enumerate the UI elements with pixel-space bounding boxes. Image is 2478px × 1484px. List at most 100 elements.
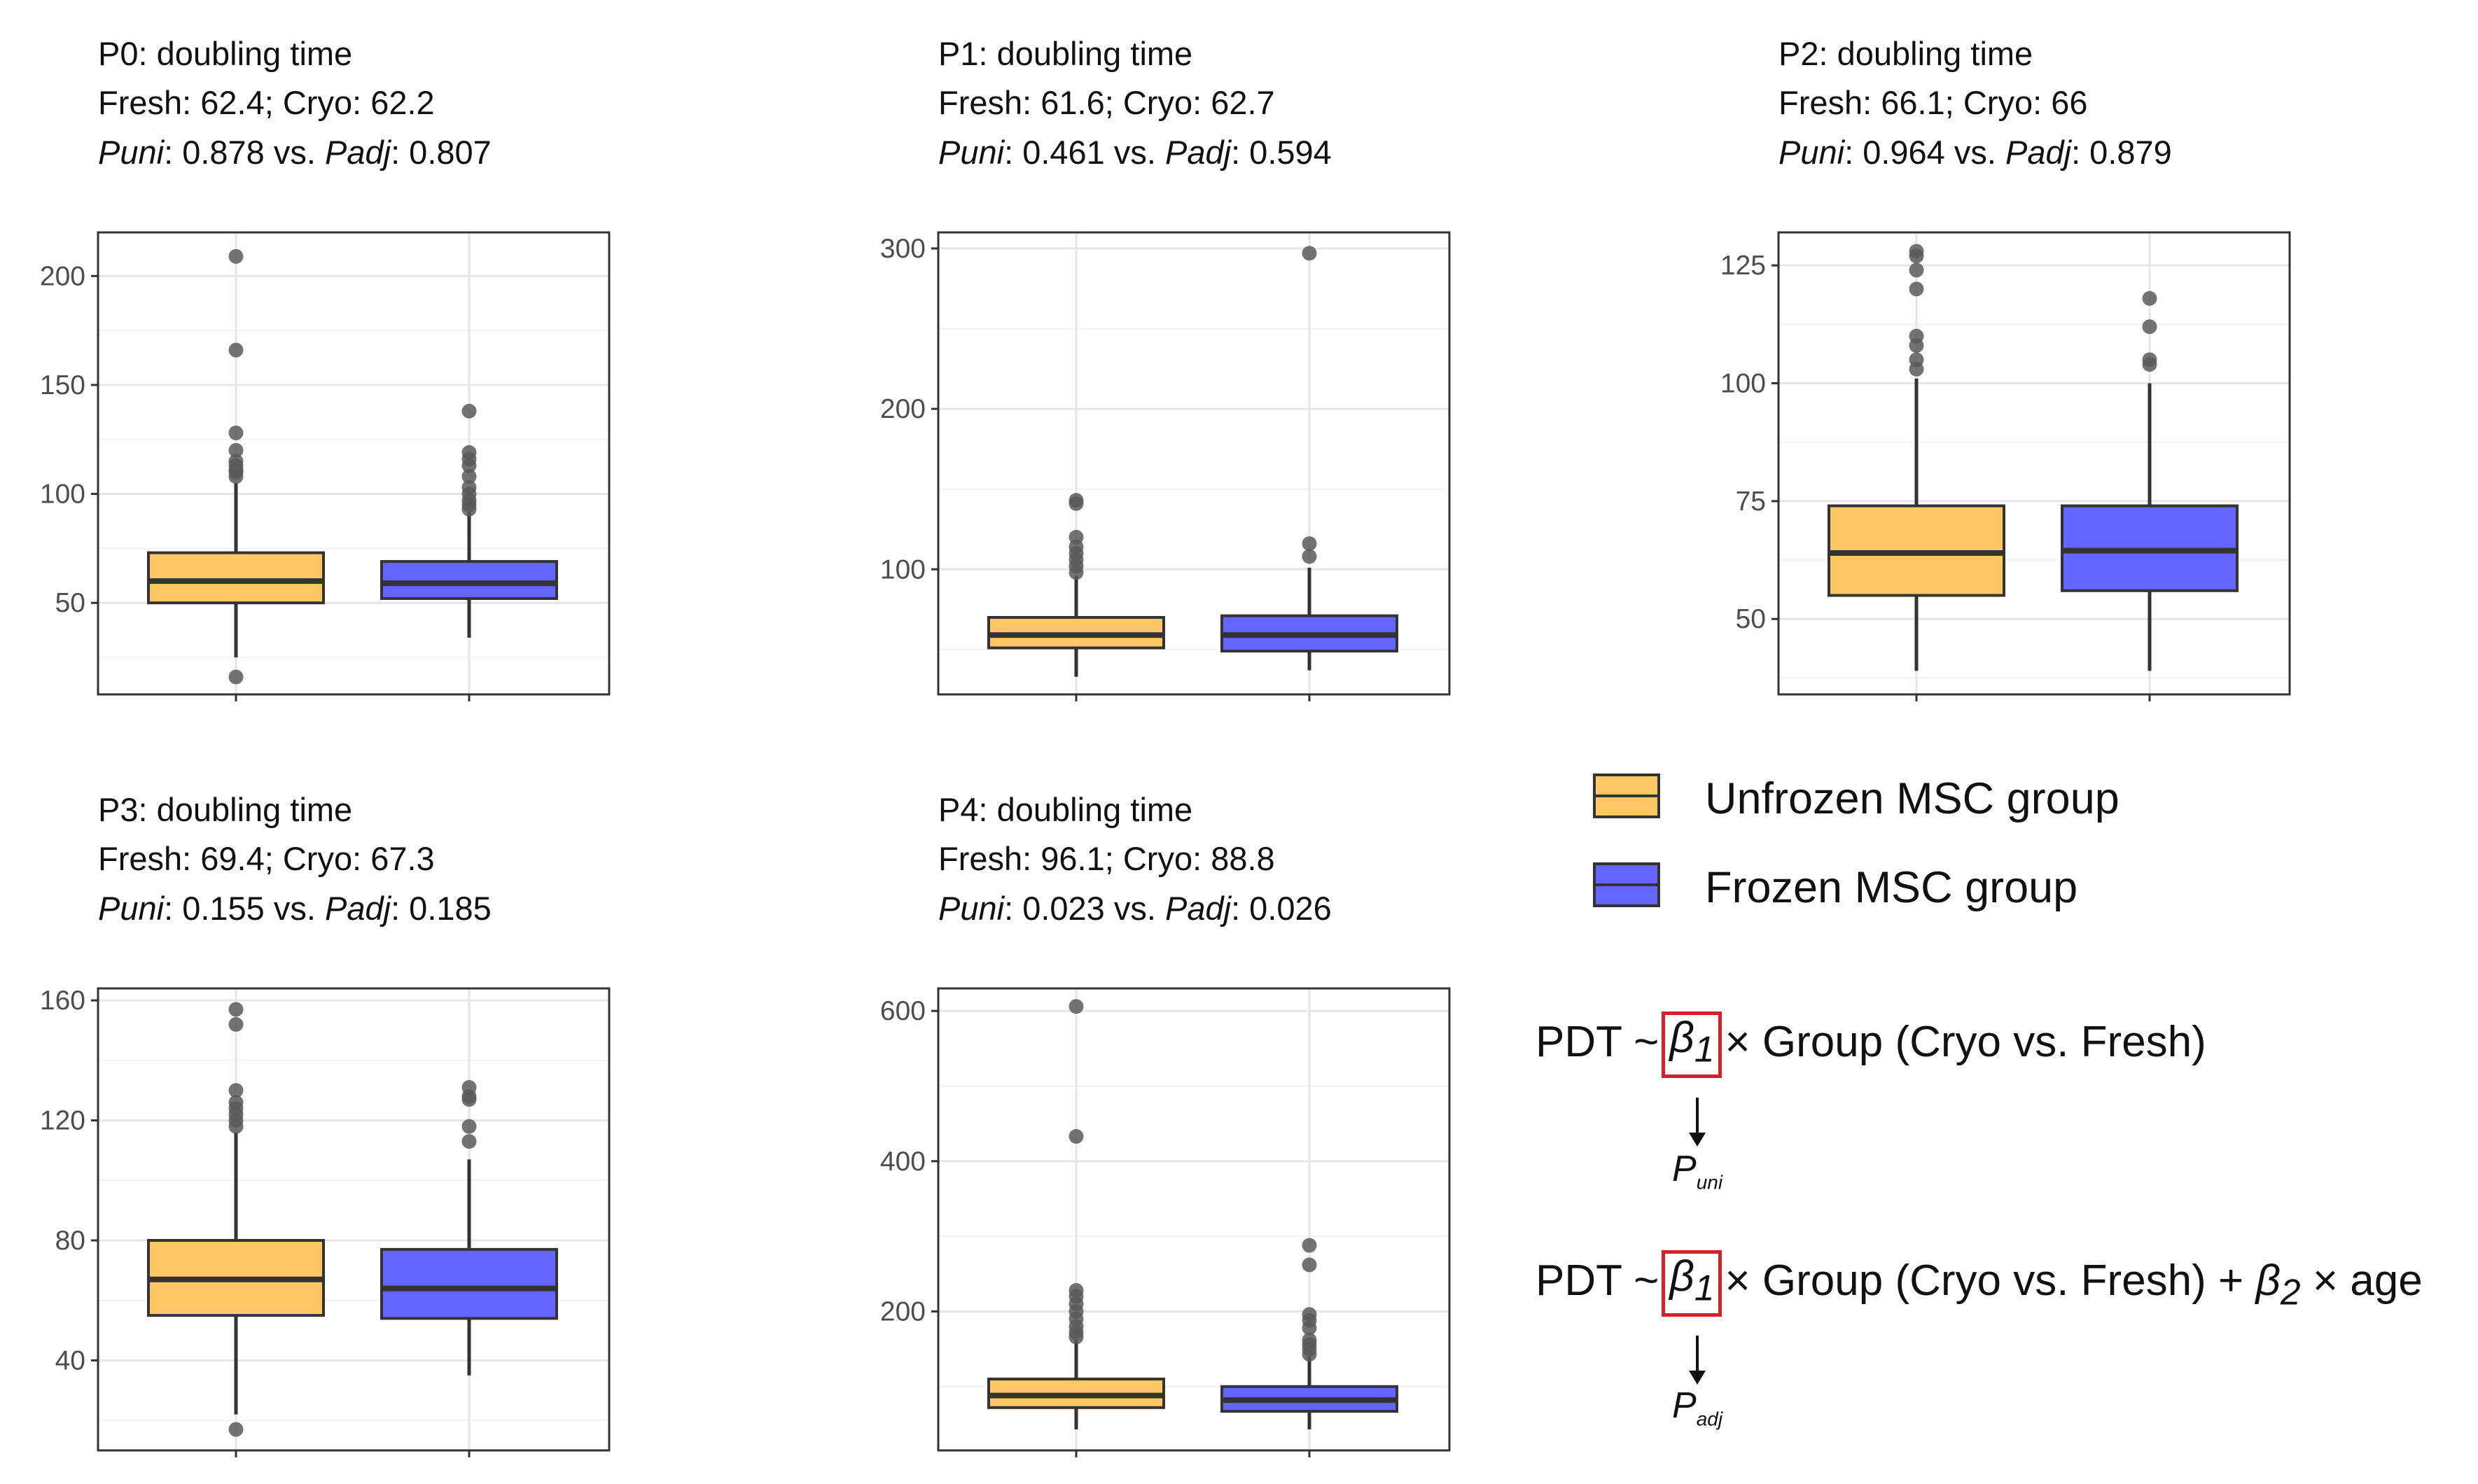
legend-label: Frozen MSC group <box>1705 863 2078 912</box>
plot-background <box>1779 232 2290 694</box>
beta2-subscript: 2 <box>2280 1271 2301 1312</box>
plot-background <box>98 232 609 694</box>
legend-label: Unfrozen MSC group <box>1705 774 2119 823</box>
beta1-highlight-box: β1 <box>1662 1250 1722 1317</box>
outlier-point <box>1069 1282 1084 1298</box>
p-adj-value: : 0.594 <box>1231 134 1332 171</box>
formula-adj: PDT ~ β1 × Group (Cryo vs. Fresh) + β2 × a… <box>1536 1250 2423 1317</box>
p-uni-value: : 0.155 vs. <box>164 890 325 927</box>
panel-p3: P3: doubling time Fresh: 69.4; Cryo: 67.… <box>0 791 630 1457</box>
p-adj-label: Padj <box>1164 890 1232 927</box>
p-uni-label: Puni <box>938 134 1005 171</box>
outlier-point <box>2142 290 2157 306</box>
outlier-point <box>1302 549 1317 564</box>
panel-pvalues: Puni: 0.023 vs. Padj: 0.026 <box>938 890 1332 927</box>
formula-lhs: PDT ~ <box>1536 1018 1659 1067</box>
panel-pvalues: Puni: 0.964 vs. Padj: 0.879 <box>1779 134 2172 172</box>
outlier-point <box>1302 246 1317 261</box>
y-tick-label: 100 <box>1720 369 1766 399</box>
p-uni-label: Puni <box>938 890 1005 927</box>
panel-title: P1: doubling time <box>938 35 1193 72</box>
outlier-point <box>1909 352 1924 368</box>
y-tick-label: 160 <box>40 986 85 1016</box>
y-tick-label: 150 <box>40 370 85 400</box>
plot-background <box>938 988 1449 1450</box>
y-tick-label: 50 <box>55 588 85 618</box>
outlier-point <box>1302 1307 1317 1322</box>
beta1-highlight-box: β1 <box>1662 1011 1722 1079</box>
plot-frame <box>97 987 611 1452</box>
p-adj-label: Padj <box>2005 134 2072 171</box>
panel-title: P4: doubling time <box>938 791 1193 828</box>
outlier-point <box>1909 244 1924 259</box>
plot-frame <box>1777 231 2291 696</box>
boxplot-p0: 50 100 150 200 <box>40 231 611 701</box>
panel-p4: P4: doubling time Fresh: 96.1; Cryo: 88.… <box>840 791 1470 1457</box>
panel-means: Fresh: 62.4; Cryo: 62.2 <box>98 84 435 121</box>
formula-lhs: PDT ~ <box>1536 1256 1659 1306</box>
outlier-point <box>1909 281 1924 297</box>
panel-p2: P2: doubling time Fresh: 66.1; Cryo: 66 … <box>1680 35 2311 701</box>
legend-swatch-frozen <box>1593 862 1660 907</box>
outlier-point <box>228 425 244 440</box>
arrow-down-icon <box>1689 1336 1706 1385</box>
p-adj-label: Padj <box>324 890 391 927</box>
plot-frame <box>97 231 611 696</box>
p-adj-value: : 0.879 <box>2071 134 2172 171</box>
plot-background <box>98 988 609 1450</box>
outlier-point <box>228 1095 244 1110</box>
boxplot-p4: 200 400 600 <box>880 987 1451 1457</box>
outlier-point <box>1069 529 1084 545</box>
outlier-point <box>228 248 244 264</box>
panel-means: Fresh: 69.4; Cryo: 67.3 <box>98 840 435 877</box>
panel-p1: P1: doubling time Fresh: 61.6; Cryo: 62.… <box>840 35 1470 701</box>
panel-title: P0: doubling time <box>98 35 353 72</box>
y-tick-label: 100 <box>880 554 926 584</box>
outlier-point <box>1069 493 1084 508</box>
outlier-point <box>228 669 244 685</box>
fresh-box <box>147 551 325 605</box>
outlier-point <box>228 1083 244 1098</box>
beta1-subscript: 1 <box>1694 1028 1715 1070</box>
y-tick-label: 200 <box>880 1296 926 1326</box>
beta1-symbol: β <box>1669 1252 1694 1301</box>
formula-uni: PDT ~ β1 × Group (Cryo vs. Fresh) <box>1536 1011 2206 1079</box>
outlier-point <box>228 342 244 358</box>
p-uni-value: : 0.023 vs. <box>1004 890 1165 927</box>
panel-pvalues: Puni: 0.461 vs. Padj: 0.594 <box>938 134 1332 172</box>
outlier-point <box>1909 262 1924 278</box>
plot-frame <box>937 987 1451 1452</box>
outlier-point <box>461 1119 477 1134</box>
outlier-point <box>461 1134 477 1149</box>
outlier-point <box>461 403 477 419</box>
p-uni-value: : 0.964 vs. <box>1844 134 2005 171</box>
outlier-point <box>461 1079 477 1095</box>
panel-means: Fresh: 61.6; Cryo: 62.7 <box>938 84 1275 121</box>
cryo-box <box>380 1247 558 1320</box>
p-adj-label: Padj <box>324 134 391 171</box>
outlier-point <box>228 454 244 469</box>
panel-means: Fresh: 66.1; Cryo: 66 <box>1779 84 2088 121</box>
p-uni-value: : 0.878 vs. <box>164 134 325 171</box>
legend-swatch-unfrozen <box>1593 774 1660 818</box>
p-uni-label: Puni <box>1779 134 1845 171</box>
formula-rhs2: × age <box>2312 1256 2423 1306</box>
outlier-point <box>1302 1332 1317 1348</box>
outlier-point <box>228 1016 244 1032</box>
legend-item-unfrozen: Unfrozen MSC group <box>1593 774 2293 830</box>
outlier-point <box>1302 536 1317 552</box>
p-uni-label: Puni <box>1672 1149 1723 1194</box>
panel-pvalues: Puni: 0.155 vs. Padj: 0.185 <box>98 890 492 927</box>
panel-pvalues: Puni: 0.878 vs. Padj: 0.807 <box>98 134 492 172</box>
y-tick-label: 80 <box>55 1226 85 1256</box>
panel-means: Fresh: 96.1; Cryo: 88.8 <box>938 840 1275 877</box>
outlier-point <box>228 1002 244 1017</box>
p-uni-label: Puni <box>98 890 165 927</box>
p-adj-label: Padj <box>1164 134 1232 171</box>
boxplot-p3: 40 80 120 160 <box>40 986 611 1457</box>
boxplot-p2: 50 75 100 125 <box>1720 231 2291 701</box>
p-adj-value: : 0.185 <box>391 890 492 927</box>
outlier-point <box>1909 328 1924 344</box>
outlier-point <box>1302 1238 1317 1253</box>
outlier-point <box>461 469 477 484</box>
